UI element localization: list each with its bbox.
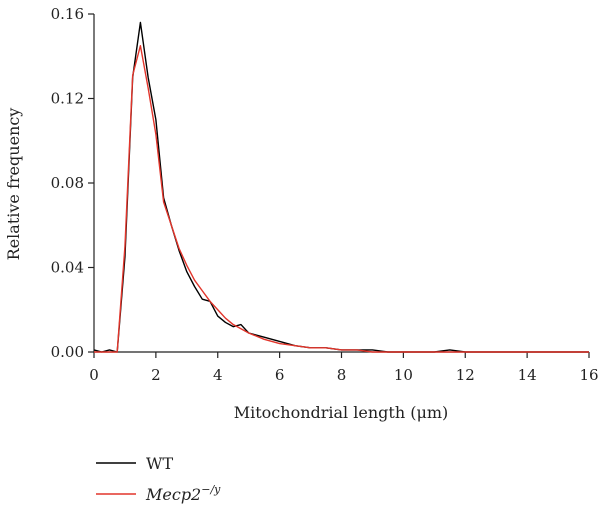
x-tick-label: 2 (151, 366, 161, 384)
y-tick-label: 0.16 (51, 5, 84, 23)
legend-label: Mecp2−/y (145, 483, 221, 504)
legend-label: WT (146, 454, 173, 473)
x-tick-label: 4 (213, 366, 223, 384)
y-tick-label: 0.12 (51, 90, 84, 108)
x-axis-label: Mitochondrial length (μm) (234, 403, 449, 422)
x-tick-label: 6 (275, 366, 285, 384)
x-axis-ticks: 0 2 4 6 8 10 12 14 16 (89, 352, 599, 384)
x-tick-label: 8 (337, 366, 347, 384)
y-axis-label: Relative frequency (4, 108, 23, 261)
series-lines (93, 21, 589, 353)
legend: WT Mecp2−/y (96, 454, 221, 504)
x-tick-label: 12 (456, 366, 475, 384)
y-tick-label: 0.08 (51, 174, 84, 192)
series-line-wt (93, 21, 589, 353)
y-axis-ticks: 0.00 0.04 0.08 0.12 0.16 (51, 5, 94, 361)
series-line-mecp2 (94, 44, 589, 353)
y-tick-label: 0.00 (51, 343, 84, 361)
y-tick-label: 0.04 (51, 259, 84, 277)
x-tick-label: 14 (518, 366, 537, 384)
plot-area: 0 2 4 6 8 10 12 14 16 0.00 0.04 0.08 0.12 0.16 (51, 5, 599, 384)
x-tick-label: 0 (89, 366, 99, 384)
x-tick-label: 10 (394, 366, 413, 384)
x-tick-label: 16 (579, 366, 598, 384)
